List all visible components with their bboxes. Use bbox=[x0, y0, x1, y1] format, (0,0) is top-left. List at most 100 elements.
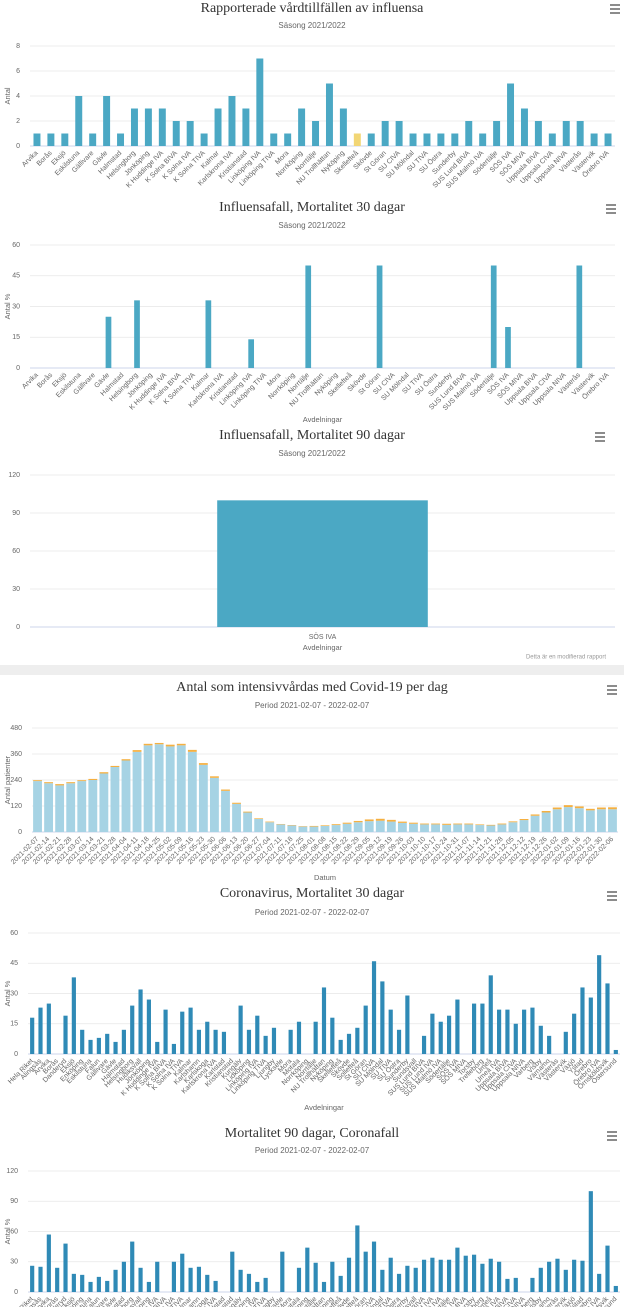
bar bbox=[242, 108, 250, 146]
bar bbox=[346, 1033, 352, 1054]
y-tick-label: 30 bbox=[10, 990, 18, 997]
bar bbox=[103, 96, 111, 146]
x-tick-label: Skövde bbox=[330, 1296, 352, 1307]
bar-segment bbox=[431, 823, 440, 825]
bar bbox=[330, 1261, 335, 1292]
bar bbox=[121, 1029, 126, 1054]
bar-segment bbox=[243, 811, 253, 813]
bar bbox=[180, 1253, 185, 1292]
bar bbox=[113, 1041, 118, 1054]
bar bbox=[355, 1225, 360, 1292]
bar-segment bbox=[309, 826, 319, 832]
bar bbox=[522, 1009, 527, 1054]
bar-segment bbox=[221, 789, 230, 791]
bar bbox=[421, 1035, 427, 1054]
bar bbox=[130, 108, 138, 146]
bar-segment bbox=[420, 823, 429, 825]
bar bbox=[446, 1259, 452, 1292]
menu-button[interactable] bbox=[607, 685, 617, 695]
bar-segment bbox=[265, 822, 275, 832]
bar bbox=[371, 1241, 377, 1292]
x-tick-label: SÖS IVA bbox=[309, 633, 337, 641]
bar bbox=[505, 1278, 510, 1292]
y-tick-label: 30 bbox=[12, 303, 20, 310]
bar bbox=[613, 1049, 618, 1054]
bar bbox=[507, 83, 515, 146]
bar-segment bbox=[574, 808, 584, 832]
menu-button[interactable] bbox=[607, 1131, 617, 1141]
bar-segment bbox=[464, 824, 474, 832]
bar-segment bbox=[475, 824, 485, 826]
bar-segment bbox=[608, 809, 617, 832]
bar bbox=[530, 1277, 535, 1292]
bar bbox=[284, 133, 292, 146]
bar bbox=[438, 1021, 443, 1054]
y-tick-label: 60 bbox=[10, 930, 18, 937]
x-tick-label: Växjö bbox=[560, 1296, 577, 1307]
bar bbox=[597, 1273, 602, 1292]
bar bbox=[144, 108, 152, 146]
bar-segment bbox=[331, 824, 341, 826]
separator bbox=[0, 665, 624, 675]
bar-segment bbox=[453, 823, 463, 825]
bar bbox=[186, 121, 194, 146]
bar bbox=[572, 1013, 577, 1054]
bar-segment bbox=[420, 824, 429, 832]
bar bbox=[313, 1262, 318, 1292]
bar bbox=[371, 961, 377, 1054]
bar bbox=[80, 1029, 85, 1054]
x-axis-title: Avdelningar bbox=[303, 643, 343, 652]
bar bbox=[465, 121, 473, 146]
bar-segment bbox=[154, 744, 164, 832]
chart-title: Mortalitet 90 dagar, Coronafall bbox=[225, 1126, 399, 1141]
y-tick-label: 45 bbox=[12, 273, 20, 280]
y-tick-label: 120 bbox=[10, 803, 22, 810]
bar bbox=[46, 1003, 51, 1054]
menu-button[interactable] bbox=[607, 891, 617, 901]
y-tick-label: 60 bbox=[12, 242, 20, 249]
bar bbox=[363, 1251, 368, 1292]
bar-segment bbox=[519, 819, 529, 821]
bar bbox=[256, 58, 264, 146]
bar bbox=[238, 1005, 243, 1054]
bar-segment bbox=[530, 814, 540, 816]
bar bbox=[89, 133, 97, 146]
bar bbox=[497, 1261, 502, 1292]
bar-segment bbox=[309, 825, 319, 827]
bar bbox=[430, 1013, 435, 1054]
bar bbox=[421, 1259, 427, 1292]
y-tick-label: 90 bbox=[10, 1198, 18, 1205]
bar-segment bbox=[165, 746, 175, 832]
x-tick-label: Eksjö bbox=[60, 1296, 77, 1307]
x-tick-label: Norrtälje bbox=[295, 1296, 319, 1307]
menu-button[interactable] bbox=[606, 204, 616, 214]
bar bbox=[71, 977, 76, 1054]
bar bbox=[196, 1029, 202, 1054]
bar bbox=[538, 1267, 543, 1292]
menu-button[interactable] bbox=[595, 432, 605, 442]
bar-segment bbox=[530, 815, 540, 832]
bar-segment bbox=[442, 823, 452, 825]
bar bbox=[230, 1251, 235, 1292]
bar-segment bbox=[541, 812, 551, 832]
y-tick-label: 4 bbox=[16, 93, 20, 100]
bar-segment bbox=[364, 819, 374, 822]
x-tick-label: Ystad bbox=[568, 1296, 586, 1307]
bar-segment bbox=[88, 780, 98, 832]
bar bbox=[455, 1247, 460, 1292]
bar bbox=[96, 1276, 101, 1292]
bar bbox=[555, 1258, 560, 1292]
bar-segment bbox=[88, 778, 98, 780]
bar bbox=[130, 1005, 135, 1054]
chart-title: Influensafall, Mortalitet 90 dagar bbox=[219, 428, 405, 443]
bar bbox=[588, 997, 593, 1054]
bar bbox=[455, 999, 460, 1054]
bar bbox=[493, 121, 501, 146]
bar bbox=[590, 133, 598, 146]
bar-segment bbox=[453, 824, 463, 832]
bar-segment bbox=[210, 777, 219, 832]
bar bbox=[105, 1280, 110, 1292]
bar bbox=[438, 1259, 443, 1292]
bar bbox=[396, 1273, 402, 1292]
menu-button[interactable] bbox=[610, 4, 620, 14]
